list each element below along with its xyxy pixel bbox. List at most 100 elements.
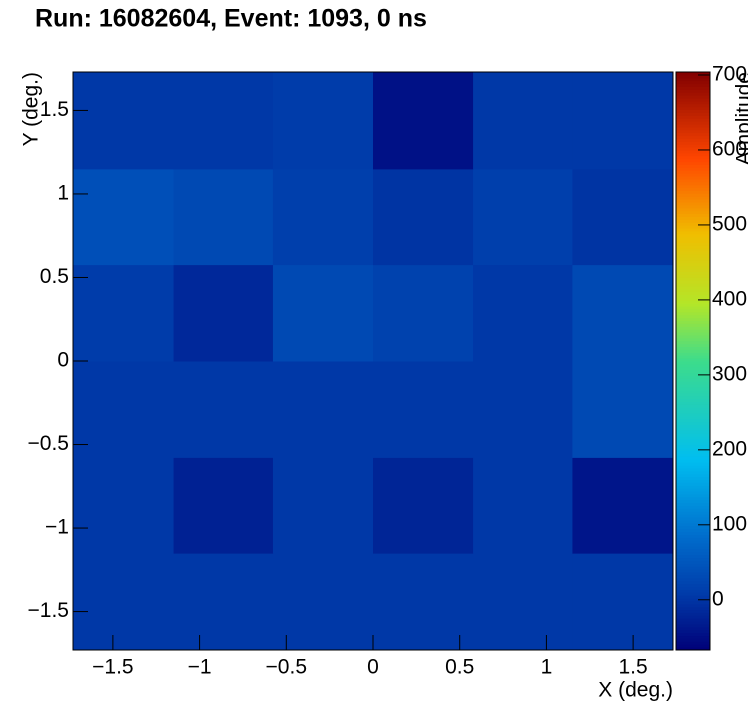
color-scale-step [676, 89, 710, 93]
color-scale-step [676, 248, 710, 252]
color-scale-step [676, 106, 710, 111]
y-tick-label: −1.5 [28, 599, 69, 622]
color-scale-step [676, 444, 710, 449]
color-scale-step [676, 337, 710, 342]
color-scale-step [676, 158, 710, 163]
color-scale-step [676, 326, 710, 330]
color-scale-step [676, 343, 710, 348]
color-scale-step [676, 381, 710, 385]
color-scale-step [676, 265, 710, 270]
color-scale-step [676, 213, 710, 217]
color-scale-step [676, 236, 710, 241]
color-scale-step [676, 294, 710, 298]
color-scale-step [676, 303, 710, 307]
color-scale-step [676, 329, 710, 333]
color-scale-step [676, 525, 710, 530]
color-scale-step [676, 141, 710, 145]
color-scale-step [676, 340, 710, 345]
color-scale-step [676, 80, 710, 85]
color-scale-step [676, 551, 710, 556]
z-axis-label: Amplitude [733, 72, 748, 165]
x-tick-label: 0 [367, 656, 379, 679]
color-scale-step [676, 571, 710, 576]
color-scale-step [676, 389, 710, 394]
color-scale-step [676, 450, 710, 454]
color-scale-step [676, 439, 710, 443]
color-scale-step [676, 580, 710, 585]
color-scale-step [676, 230, 710, 235]
color-scale-step [676, 433, 710, 437]
heatmap-cell [73, 457, 175, 554]
color-scale-step [676, 577, 710, 582]
heatmap-cell [73, 72, 175, 170]
heatmap-cell [373, 457, 474, 554]
heatmap-cell [272, 553, 374, 651]
color-scale-step [676, 219, 710, 223]
color-scale-step [676, 132, 710, 137]
color-scale-step [676, 488, 710, 492]
heatmap-cell [572, 361, 674, 458]
heatmap-cell [373, 72, 474, 170]
z-tick-label: 0 [712, 587, 724, 610]
color-scale-step [676, 349, 710, 353]
color-scale-step [676, 190, 710, 194]
color-scale-step [676, 280, 710, 284]
color-scale-step [676, 233, 710, 238]
color-scale-step [676, 112, 710, 116]
color-scale-step [676, 239, 710, 244]
heatmap-cell [73, 168, 175, 266]
color-scale-step [676, 410, 710, 414]
z-tick-label: 600 [712, 138, 747, 161]
color-scale-step [676, 415, 710, 420]
color-scale-step [676, 346, 710, 350]
x-tick-label: −0.5 [266, 656, 307, 679]
color-scale-step [676, 421, 710, 426]
x-tick-label: −1 [188, 656, 212, 679]
color-scale-step [676, 225, 710, 229]
color-scale-step [676, 176, 710, 180]
color-scale-step [676, 173, 710, 177]
heatmap-cell [272, 264, 374, 362]
color-scale-step [676, 511, 710, 515]
color-scale-step [676, 334, 710, 339]
color-scale-step [676, 164, 710, 168]
color-scale-step [676, 202, 710, 206]
color-scale-step [676, 557, 710, 561]
color-scale-step [676, 514, 710, 518]
color-scale-step [676, 363, 710, 368]
color-scale-step [676, 638, 710, 642]
color-scale-step [676, 384, 710, 388]
heatmap-cell [373, 264, 474, 362]
color-scale-step [676, 606, 710, 611]
color-scale-step [676, 609, 710, 613]
color-scale-step [676, 626, 710, 631]
color-scale-step [676, 196, 710, 200]
heatmap-cell [572, 553, 674, 651]
color-scale-step [676, 187, 710, 191]
color-scale-step [676, 563, 710, 567]
color-scale-step [676, 621, 710, 625]
color-scale-step [676, 288, 710, 293]
color-scale-step [676, 144, 710, 148]
color-scale-step [676, 147, 710, 151]
color-scale-step [676, 285, 710, 290]
heatmap-cell [272, 361, 374, 458]
color-scale-step [676, 424, 710, 428]
color-scale-step [676, 644, 710, 648]
color-scale-step [676, 476, 710, 480]
color-scale-step [676, 583, 710, 587]
color-scale-step [676, 635, 710, 639]
color-scale-step [676, 274, 710, 278]
color-scale-step [676, 271, 710, 275]
color-scale-step [676, 361, 710, 365]
color-scale-step [676, 531, 710, 535]
y-tick-label: 0 [57, 349, 69, 372]
x-tick-label: 0.5 [445, 656, 474, 679]
color-scale-step [676, 592, 710, 596]
color-scale-step [676, 311, 710, 316]
color-scale-step [676, 586, 710, 590]
color-scale-step [676, 470, 710, 475]
chart-title: Run: 16082604, Event: 1093, 0 ns [35, 5, 427, 33]
heatmap-cell [73, 553, 175, 651]
heatmap-cell [173, 361, 274, 458]
